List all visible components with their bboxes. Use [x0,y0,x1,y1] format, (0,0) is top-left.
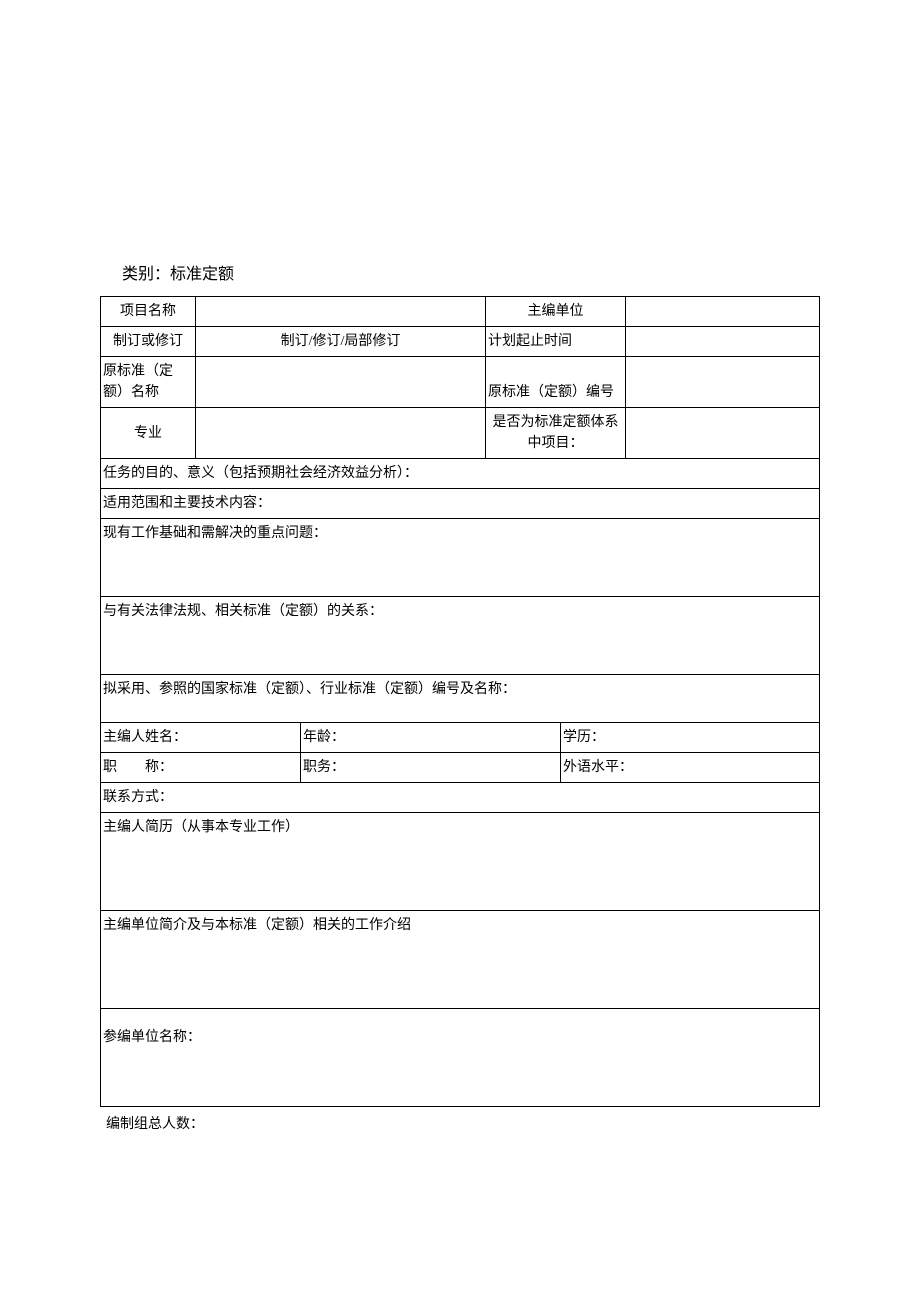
label-unit-intro[interactable]: 主编单位简介及与本标准（定额）相关的工作介绍 [101,911,820,1009]
row-reference: 拟采用、参照的国家标准（定额）、行业标准（定额）编号及名称： [101,675,820,723]
label-duty[interactable]: 职务： [301,753,561,783]
footer-total-members: 编制组总人数： [106,1113,820,1133]
label-revision: 制订或修订 [101,327,196,357]
label-editor-resume[interactable]: 主编人简历（从事本专业工作） [101,813,820,911]
row-scope: 适用范围和主要技术内容： [101,489,820,519]
row-editor-resume: 主编人简历（从事本专业工作） [101,813,820,911]
form-table: 项目名称 主编单位 制订或修订 制订/修订/局部修订 计划起止时间 原标准（定额… [100,296,820,723]
field-plan-time[interactable] [626,327,820,357]
label-contact[interactable]: 联系方式： [101,783,820,813]
field-orig-standard-no[interactable] [626,357,820,408]
label-education[interactable]: 学历： [561,723,820,753]
row-editor-name: 主编人姓名： 年龄： 学历： [101,723,820,753]
row-unit-intro: 主编单位简介及与本标准（定额）相关的工作介绍 [101,911,820,1009]
category-prefix: 类别： [122,266,170,283]
field-project-name[interactable] [196,297,486,327]
row-project-name: 项目名称 主编单位 [101,297,820,327]
label-editor-name[interactable]: 主编人姓名： [101,723,301,753]
row-purpose: 任务的目的、意义（包括预期社会经济效益分析）： [101,459,820,489]
label-foreign-lang[interactable]: 外语水平： [561,753,820,783]
label-title[interactable]: 职 称： [101,753,301,783]
field-revision-options[interactable]: 制订/修订/局部修订 [196,327,486,357]
row-participant-units: 参编单位名称： [101,1009,820,1107]
label-age[interactable]: 年龄： [301,723,561,753]
label-project-name: 项目名称 [101,297,196,327]
label-editor-unit: 主编单位 [486,297,626,327]
category-title: 类别：标准定额 [122,260,820,284]
label-specialty: 专业 [101,408,196,459]
field-editor-unit[interactable] [626,297,820,327]
row-orig-standard-name: 原标准（定额）名称 原标准（定额）编号 [101,357,820,408]
row-revision: 制订或修订 制订/修订/局部修订 计划起止时间 [101,327,820,357]
field-orig-standard-name[interactable] [196,357,486,408]
label-plan-time: 计划起止时间 [486,327,626,357]
row-specialty: 专业 是否为标准定额体系中项目： [101,408,820,459]
label-basis[interactable]: 现有工作基础和需解决的重点问题： [101,519,820,597]
label-purpose[interactable]: 任务的目的、意义（包括预期社会经济效益分析）： [101,459,820,489]
label-reference[interactable]: 拟采用、参照的国家标准（定额）、行业标准（定额）编号及名称： [101,675,820,723]
form-table-editor: 主编人姓名： 年龄： 学历： 职 称： 职务： 外语水平： 联系方式： 主编人简… [100,723,820,1107]
category-value: 标准定额 [170,266,234,283]
label-in-system: 是否为标准定额体系中项目： [486,408,626,459]
row-relation: 与有关法律法规、相关标准（定额）的关系： [101,597,820,675]
field-in-system[interactable] [626,408,820,459]
label-orig-standard-name: 原标准（定额）名称 [101,357,196,408]
field-specialty[interactable] [196,408,486,459]
row-title: 职 称： 职务： 外语水平： [101,753,820,783]
label-scope[interactable]: 适用范围和主要技术内容： [101,489,820,519]
label-relation[interactable]: 与有关法律法规、相关标准（定额）的关系： [101,597,820,675]
row-contact: 联系方式： [101,783,820,813]
row-basis: 现有工作基础和需解决的重点问题： [101,519,820,597]
label-participant-units[interactable]: 参编单位名称： [101,1009,820,1107]
label-orig-standard-no: 原标准（定额）编号 [486,357,626,408]
